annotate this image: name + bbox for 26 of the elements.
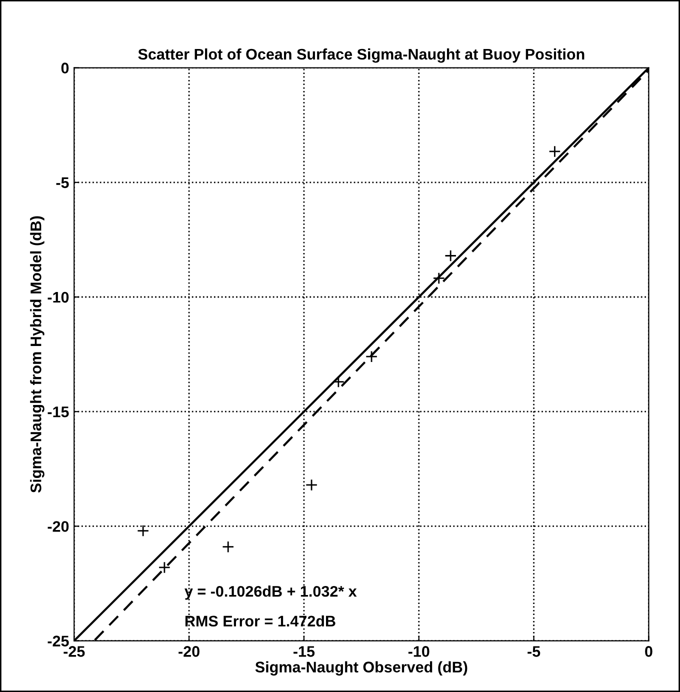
point — [305, 478, 318, 492]
point — [137, 524, 150, 537]
x-tick-label: -10 — [408, 646, 430, 657]
point — [365, 350, 378, 363]
x-tick-label: 0 — [645, 646, 652, 657]
chart-title: Scatter Plot of Ocean Surface Sigma-Naught at Buoy Position — [138, 48, 584, 63]
x-tick-label: -15 — [294, 646, 315, 657]
point — [432, 272, 445, 284]
point — [222, 540, 234, 553]
point — [444, 250, 457, 262]
y-tick-label: -10 — [48, 292, 69, 303]
y-tick-label: -20 — [48, 521, 69, 532]
annotation: y = -0.1026dB + 1.032* x — [184, 586, 357, 600]
point — [158, 561, 171, 574]
x-axis-title: Sigma-Naught Observed (dB) — [255, 661, 468, 676]
y-tick-label: 0 — [61, 62, 69, 74]
y-axis-title: Sigma-Naught from Hybrid Model (dB) — [30, 216, 44, 493]
y-tick-label: -5 — [56, 177, 69, 188]
point — [332, 376, 345, 388]
x-tick-label: -25 — [64, 646, 85, 657]
point — [548, 145, 561, 158]
x-tick-label: -20 — [178, 646, 200, 657]
annotation: RMS Error = 1.472dB — [185, 615, 336, 627]
y-tick-label: -15 — [48, 406, 69, 418]
x-tick-label: -5 — [528, 646, 540, 657]
y-tick-label: -25 — [48, 636, 69, 646]
